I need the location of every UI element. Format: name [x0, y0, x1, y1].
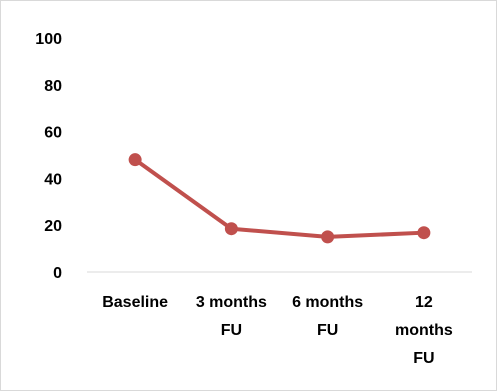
- y-tick-label: 100: [35, 31, 62, 48]
- x-tick-label-line: FU: [221, 322, 242, 339]
- y-tick-label: 0: [53, 265, 62, 282]
- x-tick-label-line: 12: [415, 294, 433, 311]
- y-tick-label: 60: [44, 125, 62, 142]
- data-point: [417, 226, 431, 240]
- x-tick-label: 12 months FU: [395, 294, 453, 367]
- x-tick-label-line: FU: [413, 350, 434, 367]
- data-point: [128, 153, 142, 167]
- data-point: [224, 222, 238, 236]
- x-tick-label-line: months: [395, 322, 453, 339]
- series-line: [133, 157, 426, 239]
- x-tick-label: 3 months FU: [196, 294, 267, 339]
- x-axis-category-labels: Baseline 3 months FU 6 months FU 12 months FU: [102, 294, 453, 367]
- x-tick-label: 6 months FU: [292, 294, 363, 339]
- y-tick-label: 40: [44, 171, 62, 188]
- y-tick-label: 80: [44, 78, 62, 95]
- series-markers: [128, 153, 431, 244]
- data-point: [321, 230, 335, 244]
- x-tick-label: Baseline: [102, 294, 168, 311]
- x-tick-label-line: 3 months: [196, 294, 267, 311]
- y-tick-label: 20: [44, 218, 62, 235]
- y-axis-tick-labels: 0 20 40 60 80 100: [35, 31, 62, 282]
- x-tick-label-line: 6 months: [292, 294, 363, 311]
- x-tick-label-line: FU: [317, 322, 338, 339]
- x-tick-label-line: Baseline: [102, 294, 168, 311]
